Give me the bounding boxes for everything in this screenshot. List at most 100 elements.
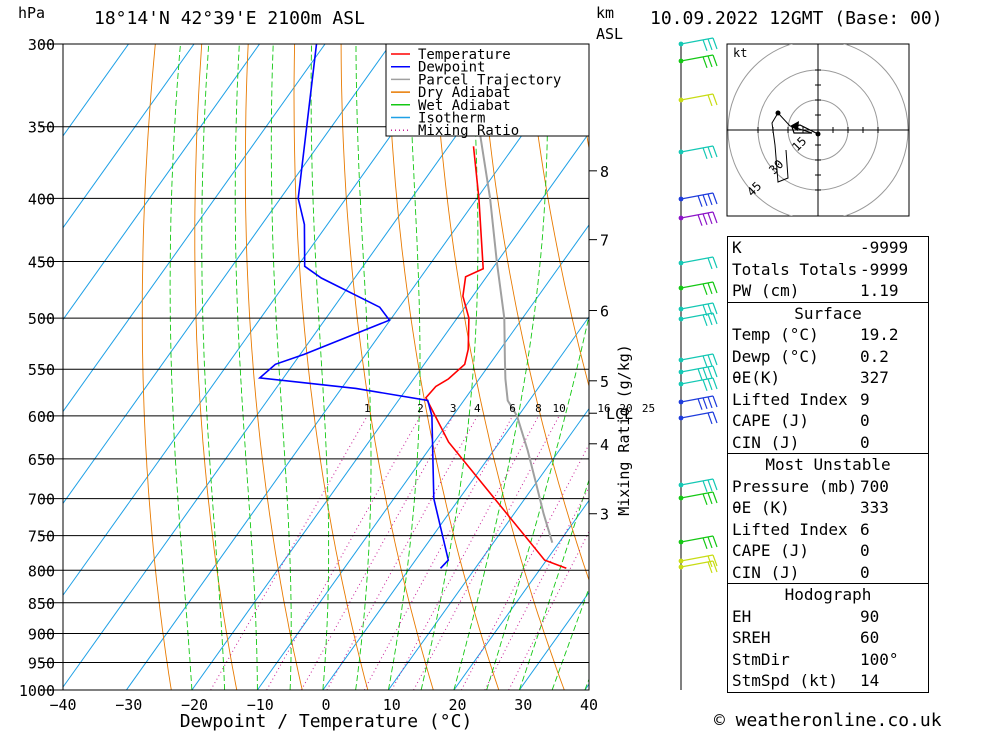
table-row-value: 0.2 (860, 346, 889, 366)
isotherm-line (63, 44, 391, 505)
most-unstable-section: Most Unstable Pressure (mb) 700 θE (K) 333 L… (728, 453, 928, 583)
wind-barb (678, 93, 718, 107)
table-row: SREH 60 (728, 627, 928, 649)
table-row-value: 90 (860, 606, 880, 626)
isotherm-line (63, 44, 522, 688)
wet-adiabat-line (310, 44, 330, 690)
mixing-ratio-label-2: 2 (417, 402, 424, 415)
temp-tick-0: 0 (321, 696, 330, 714)
wet-adiabat-line (234, 44, 258, 690)
wet-adiabat-line (270, 44, 292, 690)
temp-tick-10: 10 (383, 696, 401, 714)
wind-barb (678, 192, 718, 207)
legend-label-isotherm: Isotherm (418, 111, 485, 127)
table-row-value: 60 (860, 628, 880, 647)
table-row-value: 1.19 (860, 281, 899, 300)
table-row-value: 0 (860, 411, 870, 430)
temperature-profile (424, 146, 567, 570)
table-row-label: K (732, 238, 742, 257)
table-row-label: StmDir (732, 649, 790, 669)
table-row-label: θE(K) (732, 368, 781, 387)
isotherm-line (63, 44, 326, 413)
table-row: CAPE (J) 0 (728, 410, 928, 432)
km-unit-label: km (596, 4, 615, 22)
asl-unit-label: ASL (596, 25, 624, 43)
mixing-ratio-line (300, 415, 454, 690)
table-row: StmDir 100° (728, 649, 928, 671)
pressure-tick-450: 450 (28, 254, 55, 272)
table-row-value: 327 (860, 368, 889, 387)
table-row-label: θE (K) (732, 498, 790, 517)
pressure-tick-300: 300 (28, 36, 55, 54)
pressure-tick-800: 800 (28, 562, 55, 580)
wind-barb (678, 365, 718, 380)
table-row-label: Temp (°C) (732, 325, 819, 344)
dry-adiabat-line (526, 44, 589, 388)
mixing-ratio-line (363, 415, 514, 690)
isotherm-line (63, 44, 195, 229)
hodograph-point (815, 131, 821, 137)
mixing-ratio-label-6: 6 (509, 402, 516, 415)
table-row: EH 90 (728, 606, 928, 628)
table-row-label: PW (cm) (732, 281, 800, 300)
location-title: 18°14'N 42°39'E 2100m ASL (94, 8, 365, 29)
table-row: Totals Totals -9999 (728, 259, 928, 281)
wet-adiabat-line (453, 44, 549, 690)
legend-label-mixing-ratio: Mixing Ratio (418, 123, 519, 139)
pressure-tick-400: 400 (28, 190, 55, 208)
hodograph-title: Hodograph (784, 585, 872, 604)
table-row: CAPE (J) 0 (728, 540, 928, 562)
table-row-value: 14 (860, 671, 880, 690)
wind-barb (678, 411, 718, 425)
dry-adiabat-line (433, 44, 565, 690)
plot-frame (62, 43, 590, 691)
isotherm-line (256, 224, 589, 690)
table-row-label: Dewp (°C) (732, 346, 819, 366)
dry-adiabat-line (141, 44, 172, 690)
table-row: Dewp (°C) 0.2 (728, 346, 928, 368)
table-row-value: 19.2 (860, 325, 899, 344)
table-row: Lifted Index 6 (728, 519, 928, 541)
km-tick-6: 6 (600, 303, 609, 321)
mixing-ratio-label-3: 3 (450, 402, 457, 415)
temp-tick--10: −10 (247, 696, 274, 714)
wind-barb (678, 281, 718, 296)
surface-title: Surface (794, 303, 862, 323)
wind-barb (678, 560, 718, 574)
pressure-tick-350: 350 (28, 119, 55, 137)
copyright-footer[interactable]: © weatheronline.co.uk (714, 710, 942, 731)
table-row-label: Pressure (mb) (732, 476, 858, 496)
legend-box (385, 43, 590, 137)
table-row-label: CAPE (J) (732, 541, 810, 560)
table-row-value: 100° (860, 649, 899, 669)
table-row-label: Totals Totals (732, 259, 858, 279)
table-row: Lifted Index 9 (728, 389, 928, 411)
table-row-value: 333 (860, 498, 889, 517)
index-section: K -9999 Totals Totals -9999 PW (cm) 1.19 (728, 237, 928, 302)
temp-tick--30: −30 (115, 696, 142, 714)
wind-barb (678, 478, 718, 493)
temp-tick-20: 20 (448, 696, 466, 714)
isotherm-line (322, 315, 589, 690)
table-row: Temp (°C) 19.2 (728, 324, 928, 346)
dry-adiabat-line (479, 44, 589, 582)
isotherm-line (191, 132, 589, 690)
isotherm-line (63, 44, 260, 321)
wet-adiabat-line (387, 44, 421, 690)
table-row: K -9999 (728, 237, 928, 259)
km-tick-3: 3 (600, 506, 609, 524)
pressure-unit-label: hPa (18, 4, 46, 22)
hodograph-unit-label: kt (733, 46, 747, 60)
table-row-value: -9999 (860, 238, 909, 257)
wind-barb (678, 395, 718, 410)
wet-adiabat-line (355, 44, 372, 690)
table-row-label: Lifted Index (732, 519, 848, 539)
table-row-value: 9 (860, 389, 870, 409)
table-row: CIN (J) 0 (728, 562, 928, 584)
isotherm-line (387, 407, 589, 690)
mixing-ratio-line (391, 415, 539, 690)
mixing-ratio-line (484, 486, 589, 690)
table-row: θE(K) 327 (728, 367, 928, 389)
lcl-label: LCL (606, 405, 633, 423)
